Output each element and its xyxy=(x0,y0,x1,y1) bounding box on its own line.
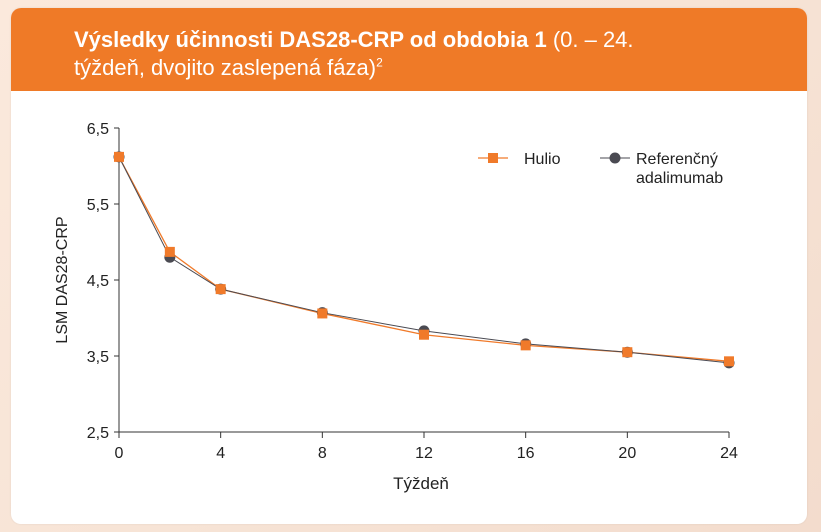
hulio-data-point xyxy=(215,284,226,295)
y-tick-label: 3,5 xyxy=(87,349,109,366)
hulio-data-point xyxy=(317,308,328,319)
x-tick-label: 8 xyxy=(318,445,327,462)
hulio-data-point xyxy=(164,246,175,257)
chart-title: Výsledky účinnosti DAS28-CRP od obdobia … xyxy=(74,26,774,82)
x-tick-label: 0 xyxy=(115,445,124,462)
title-superscript: 2 xyxy=(376,55,383,70)
title-bold: Výsledky účinnosti DAS28-CRP od obdobia … xyxy=(74,27,547,52)
title-line2: týždeň, dvojito zaslepená fáza) xyxy=(74,55,377,80)
hulio-data-point xyxy=(724,356,734,367)
legend-hulio-label: Hulio xyxy=(524,151,561,168)
legend-reference-label-line1: Referenčný xyxy=(636,151,718,168)
legend-reference-label-line2: adalimumab xyxy=(636,170,723,187)
legend-reference-marker xyxy=(609,152,621,164)
chart-header: Výsledky účinnosti DAS28-CRP od obdobia … xyxy=(11,8,807,91)
x-tick-label: 24 xyxy=(720,445,738,462)
y-tick-label: 2,5 xyxy=(87,425,109,442)
y-axis-label: LSM DAS28-CRP xyxy=(54,216,71,343)
series-line-reference-adalimumab xyxy=(118,156,730,364)
hulio-data-point xyxy=(114,151,124,162)
hulio-data-point xyxy=(419,329,429,340)
y-tick-label: 5,5 xyxy=(87,197,109,214)
x-axis-label: Týždeň xyxy=(393,474,449,493)
title-rest: (0. – 24. xyxy=(546,27,634,52)
hulio-data-point xyxy=(622,347,633,358)
x-tick-label: 20 xyxy=(618,445,636,462)
y-tick-label: 4,5 xyxy=(87,273,109,290)
hulio-data-point xyxy=(520,340,531,351)
legend-hulio-marker xyxy=(488,153,498,163)
x-tick-label: 12 xyxy=(415,445,433,462)
x-tick-label: 16 xyxy=(517,445,535,462)
x-tick-label: 4 xyxy=(216,445,225,462)
chart-card: Výsledky účinnosti DAS28-CRP od obdobia … xyxy=(11,8,807,524)
y-tick-label: 6,5 xyxy=(87,121,109,138)
